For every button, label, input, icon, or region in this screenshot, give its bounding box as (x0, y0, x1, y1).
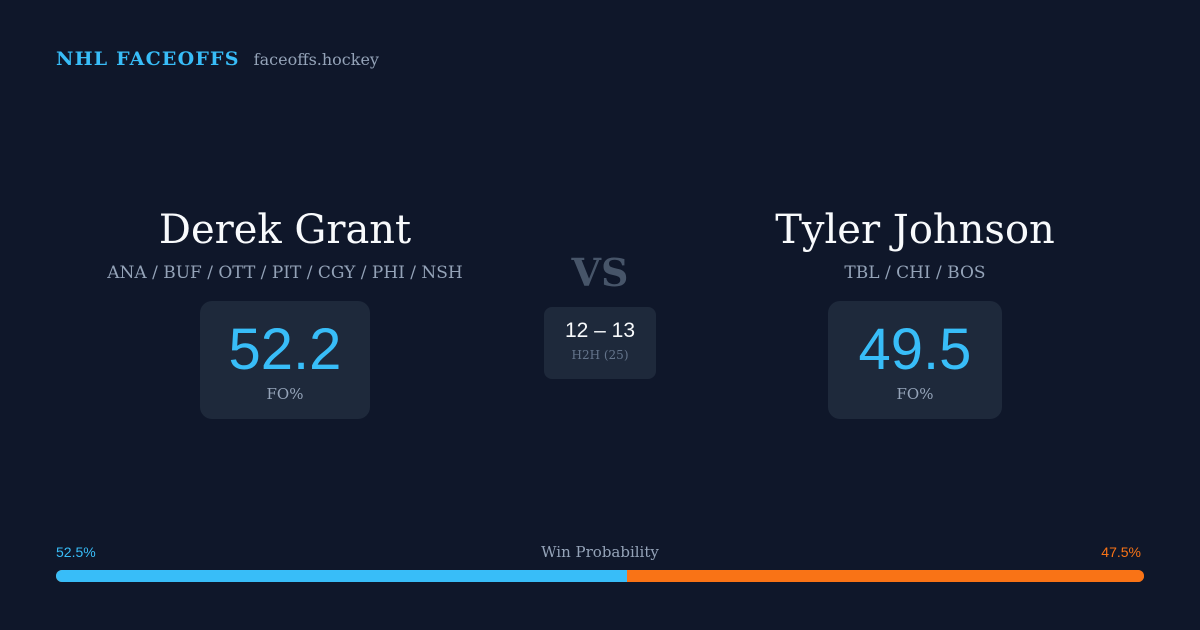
faceoff-label: FO% (266, 385, 304, 403)
brand-title: NHL FACEOFFS (56, 48, 240, 70)
faceoff-stat-card: 52.2 FO% (200, 301, 370, 419)
player-name: Tyler Johnson (775, 207, 1055, 253)
win-probability-right-pct: 47.5% (1101, 544, 1141, 560)
faceoff-percentage: 52.2 (228, 317, 342, 382)
head-to-head-card: 12 – 13 H2H (25) (544, 307, 656, 379)
head-to-head-label: H2H (25) (571, 348, 629, 362)
player-teams: ANA / BUF / OTT / PIT / CGY / PHI / NSH (107, 263, 463, 283)
win-probability-left-pct: 52.5% (56, 544, 96, 560)
faceoff-label: FO% (896, 385, 934, 403)
player-teams: TBL / CHI / BOS (844, 263, 986, 283)
brand-header: NHL FACEOFFS faceoffs.hockey (56, 48, 379, 70)
faceoff-percentage: 49.5 (858, 317, 972, 382)
win-probability-fill-left (56, 570, 628, 582)
brand-site: faceoffs.hockey (253, 50, 379, 69)
vs-label: VS (571, 250, 629, 295)
player-card-right: Tyler Johnson TBL / CHI / BOS 49.5 FO% (700, 204, 1130, 419)
player-name: Derek Grant (158, 207, 412, 253)
win-probability-bar (56, 570, 1144, 582)
win-probability-fill-right (627, 570, 1144, 582)
player-card-left: Derek Grant ANA / BUF / OTT / PIT / CGY … (70, 204, 500, 419)
win-probability-title: Win Probability (541, 543, 659, 561)
head-to-head-score: 12 – 13 (564, 319, 636, 342)
faceoff-stat-card: 49.5 FO% (828, 301, 1002, 419)
